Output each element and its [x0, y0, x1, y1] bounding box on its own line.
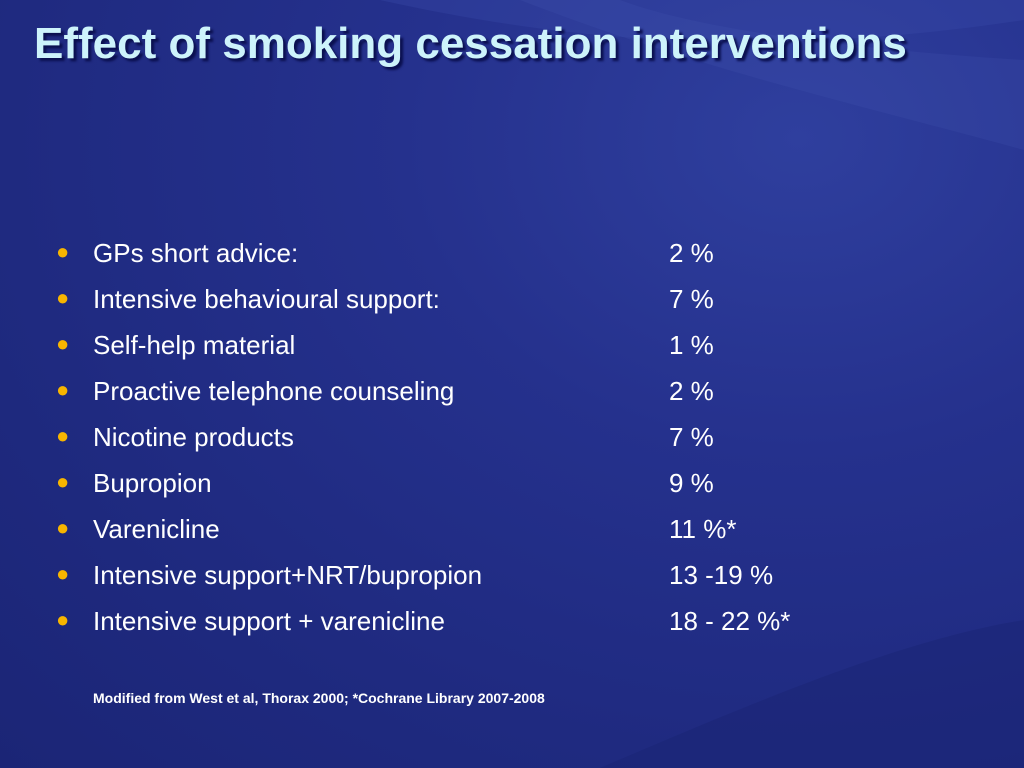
item-value: 1 % — [669, 330, 714, 360]
item-label: Self-help material — [93, 330, 296, 360]
item-label: Nicotine products — [93, 422, 294, 452]
item-label: Intensive support+NRT/bupropion — [93, 560, 483, 590]
swirl-band-upper — [380, 0, 1024, 42]
item-label: GPs short advice: — [93, 238, 299, 268]
source-footnote: Modified from West et al, Thorax 2000; *… — [93, 690, 545, 706]
item-value: 7 % — [669, 422, 714, 452]
bullet-dot-icon: ● — [56, 469, 70, 494]
list-item: ● Varenicline 11 %* — [56, 506, 836, 552]
slide-title: Effect of smoking cessation intervention… — [34, 19, 907, 68]
bullet-dot-icon: ● — [56, 285, 70, 310]
item-value: 7 % — [669, 284, 714, 314]
item-label: Intensive behavioural support: — [93, 284, 440, 314]
item-label: Varenicline — [93, 514, 220, 544]
item-label: Intensive support + varenicline — [93, 606, 445, 636]
item-value: 2 % — [669, 238, 714, 268]
item-value: 13 -19 % — [669, 560, 774, 590]
list-item: ● Proactive telephone counseling 2 % — [56, 368, 836, 414]
list-item: ● Bupropion 9 % — [56, 460, 836, 506]
item-value: 2 % — [669, 376, 714, 406]
swirl-band-lower — [600, 620, 1024, 768]
swirl-band-middle — [520, 0, 1024, 150]
list-item: ● Intensive support + varenicline 18 - 2… — [56, 598, 836, 644]
bullet-dot-icon: ● — [56, 423, 70, 448]
bullet-dot-icon: ● — [56, 377, 70, 402]
item-label: Proactive telephone counseling — [93, 376, 455, 406]
intervention-list: ● GPs short advice: 2 % ● Intensive beha… — [56, 230, 836, 644]
bullet-dot-icon: ● — [56, 561, 70, 586]
list-item: ● Nicotine products 7 % — [56, 414, 836, 460]
item-value: 9 % — [669, 468, 714, 498]
list-item: ● Intensive support+NRT/bupropion 13 -19… — [56, 552, 836, 598]
item-label: Bupropion — [93, 468, 212, 498]
bullet-dot-icon: ● — [56, 515, 70, 540]
list-item: ● GPs short advice: 2 % — [56, 230, 836, 276]
bullet-dot-icon: ● — [56, 239, 70, 264]
list-item: ● Intensive behavioural support: 7 % — [56, 276, 836, 322]
bullet-dot-icon: ● — [56, 331, 70, 356]
item-value: 11 %* — [669, 514, 737, 544]
bullet-dot-icon: ● — [56, 607, 70, 632]
item-value: 18 - 22 %* — [669, 606, 791, 636]
list-item: ● Self-help material 1 % — [56, 322, 836, 368]
